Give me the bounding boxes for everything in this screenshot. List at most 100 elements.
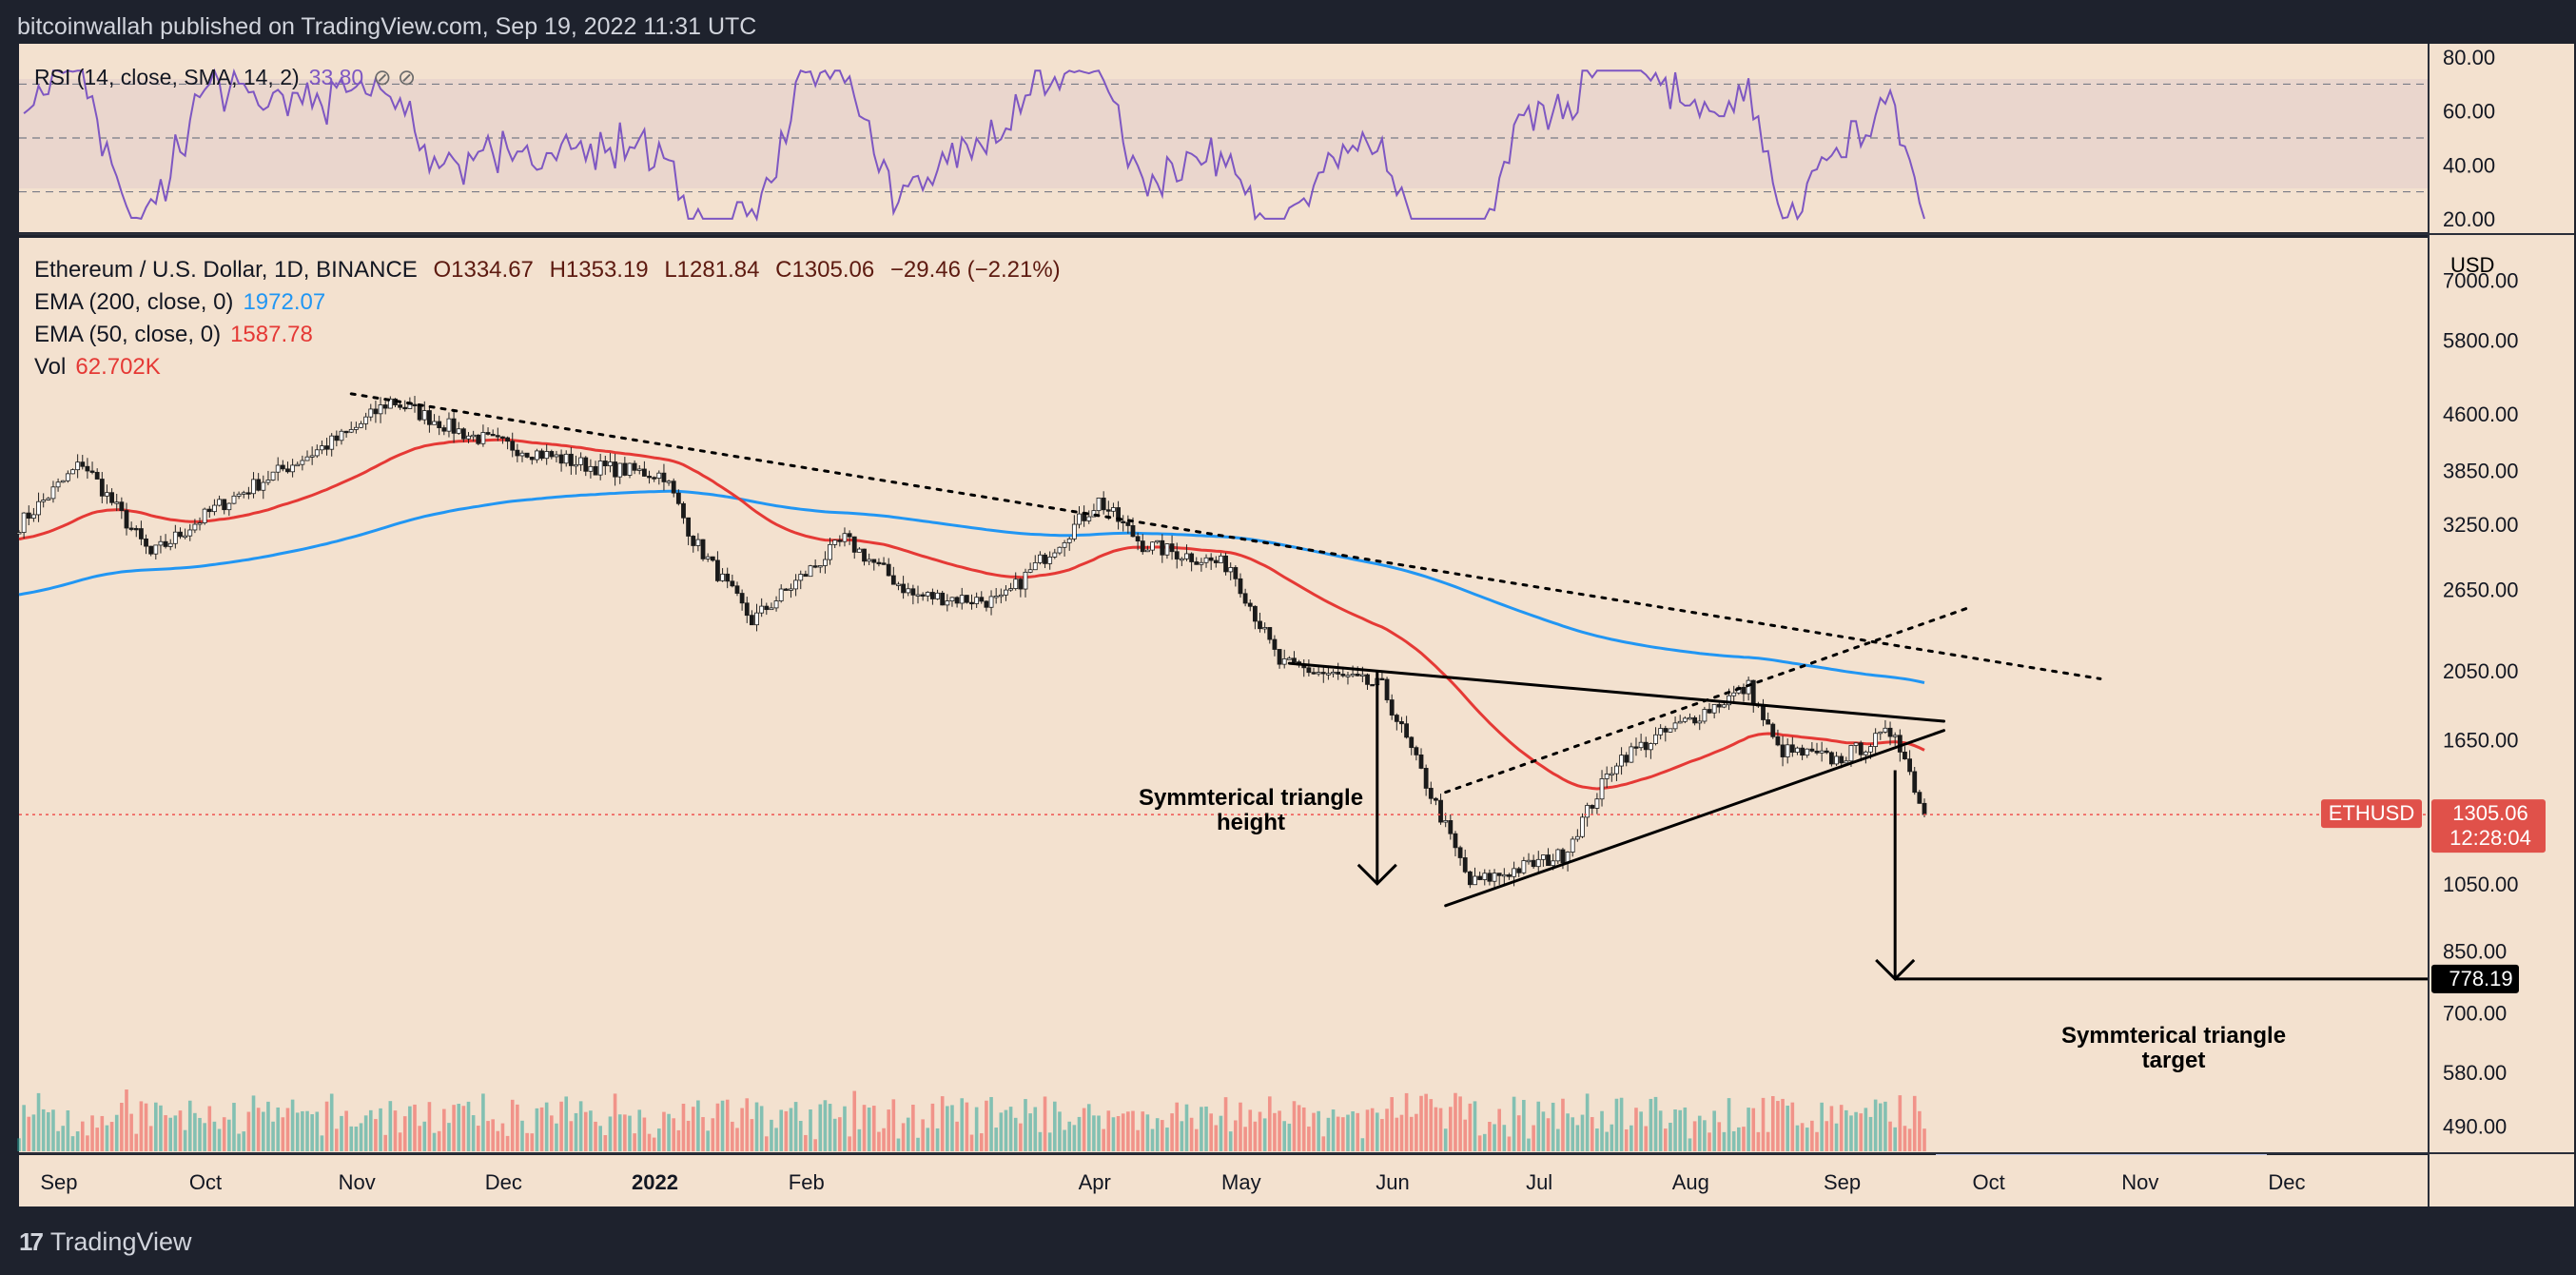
candle-body: [324, 445, 329, 450]
volume-bar: [1820, 1102, 1824, 1151]
ema50-legend: EMA (50, close, 0) 1587.78: [34, 322, 322, 348]
month-label: Nov: [339, 1170, 376, 1194]
volume-bar: [1351, 1111, 1355, 1151]
month-label: Aug: [1672, 1170, 1709, 1194]
candle-body: [1834, 755, 1839, 765]
symbol-tag-bg: [2321, 799, 2422, 829]
volume-bar: [31, 1114, 36, 1151]
rsi-tick-label: 60.00: [2443, 100, 2495, 124]
volume-bar: [691, 1107, 695, 1151]
candle-body: [398, 404, 403, 408]
volume-bar: [1770, 1095, 1775, 1151]
candle-body: [1711, 703, 1717, 714]
trendline-drawings: [349, 392, 2428, 982]
candle-body: [334, 435, 340, 441]
volume-bar: [832, 1118, 837, 1151]
candle-body: [1492, 873, 1497, 882]
candle-body: [1281, 657, 1287, 665]
candle-body: [1887, 727, 1893, 737]
candle-body: [602, 461, 608, 467]
candle-body: [1814, 750, 1820, 754]
candle-body: [519, 452, 525, 457]
candle-body: [31, 514, 36, 520]
candle-body: [261, 481, 266, 491]
candle-body: [695, 539, 701, 546]
ema50-label: EMA (50, close, 0): [34, 322, 222, 347]
volume-bar: [1834, 1123, 1839, 1151]
candle-body: [1716, 703, 1722, 708]
candle-body: [793, 579, 799, 590]
candle-body: [1868, 746, 1873, 753]
candle-body: [128, 527, 134, 530]
candle-body: [554, 454, 559, 458]
volume-bar: [1786, 1106, 1789, 1151]
volume-bar: [1683, 1107, 1688, 1151]
candle-body: [652, 477, 657, 480]
volume-bar: [818, 1104, 823, 1151]
candle-body: [510, 441, 516, 451]
candle-body: [984, 600, 989, 608]
vol-label: Vol: [34, 354, 67, 380]
volume-bar: [41, 1108, 46, 1151]
candle-body: [1043, 554, 1047, 564]
volume-bar: [114, 1114, 119, 1151]
volume-bar: [418, 1126, 421, 1151]
candle-body: [563, 453, 569, 464]
volume-bar: [1619, 1097, 1624, 1151]
candle-body: [1082, 513, 1087, 521]
candle-body: [1473, 875, 1477, 886]
candle-body: [1531, 859, 1536, 868]
volume-bar: [608, 1116, 613, 1151]
month-label: Sep: [1824, 1170, 1861, 1194]
rsi-tick-label: 40.00: [2443, 153, 2495, 177]
volume-bar: [168, 1117, 173, 1151]
volume-bar: [510, 1099, 515, 1151]
volume-bar: [628, 1115, 632, 1151]
volume-bar: [1849, 1115, 1853, 1151]
triangle-target-line2: target: [2141, 1048, 2206, 1073]
candle-body: [1672, 722, 1678, 730]
candle-body: [1169, 543, 1175, 553]
candle-body: [495, 435, 500, 438]
volume-bar: [589, 1110, 593, 1151]
candle-body: [1702, 709, 1708, 722]
candle-body: [1027, 569, 1033, 573]
volume-bar: [1102, 1128, 1105, 1151]
volume-bar: [154, 1102, 158, 1151]
candle-body: [876, 561, 882, 565]
candle-body: [476, 434, 481, 444]
volume-bar: [1634, 1108, 1638, 1151]
volume-bar: [295, 1112, 300, 1151]
candle-body: [402, 406, 408, 410]
vol-legend: Vol 62.702K: [34, 354, 170, 381]
volume-bar: [1868, 1116, 1873, 1151]
candle-body: [1922, 802, 1927, 815]
volume-bar: [1180, 1121, 1184, 1151]
volume-bar: [1038, 1131, 1043, 1151]
month-label: Oct: [189, 1170, 222, 1194]
candle-body: [500, 436, 505, 439]
volume-bar: [969, 1134, 974, 1151]
volume-bar: [1317, 1110, 1320, 1151]
month-label: 2022: [632, 1170, 678, 1194]
candle-body: [993, 596, 999, 598]
candle-body: [172, 531, 178, 544]
volume-bar: [1365, 1109, 1370, 1151]
volume-bar: [66, 1109, 70, 1151]
candle-body: [1013, 579, 1019, 589]
candle-body: [558, 454, 564, 464]
volume-bar: [246, 1111, 251, 1151]
volume-bar: [1692, 1121, 1697, 1151]
candle-body: [1658, 728, 1664, 736]
candle-body: [1311, 672, 1317, 675]
tradingview-logo[interactable]: 17 TradingView: [19, 1227, 192, 1257]
candle-body: [1032, 562, 1038, 571]
candle-body: [432, 421, 437, 425]
candle-body: [881, 562, 887, 565]
volume-bar: [481, 1093, 485, 1151]
candle-body: [597, 461, 603, 476]
candle-body: [593, 465, 598, 476]
candle-body: [1609, 773, 1614, 776]
candle-body: [226, 502, 232, 511]
